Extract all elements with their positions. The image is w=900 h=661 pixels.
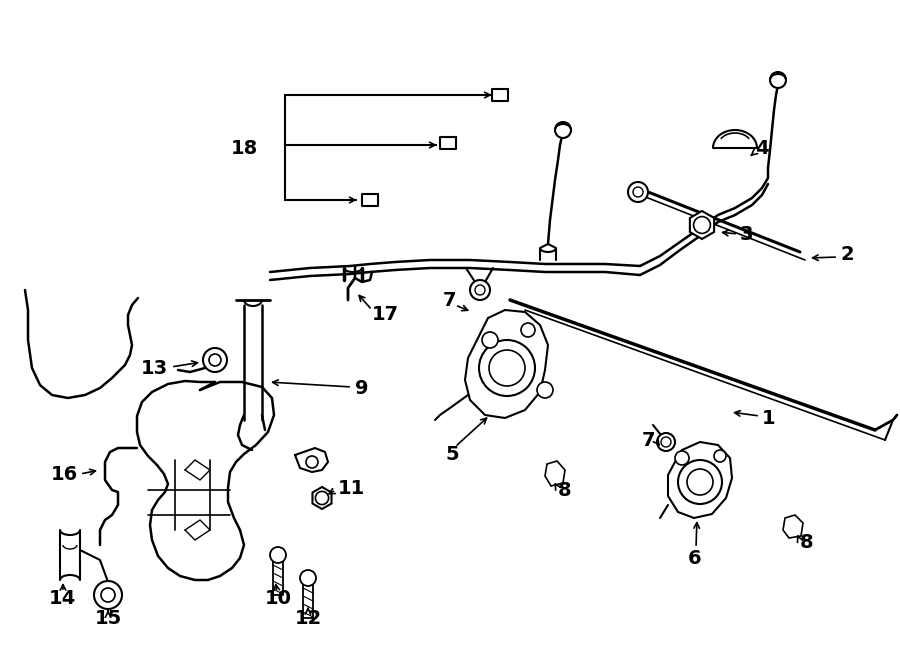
Polygon shape: [545, 461, 565, 486]
Text: 5: 5: [446, 446, 459, 465]
Circle shape: [475, 285, 485, 295]
Circle shape: [489, 350, 525, 386]
Circle shape: [628, 182, 648, 202]
Polygon shape: [690, 211, 714, 239]
Text: 13: 13: [141, 358, 168, 377]
Text: 3: 3: [740, 225, 753, 245]
Circle shape: [521, 323, 535, 337]
Text: 7: 7: [642, 430, 655, 449]
Circle shape: [714, 450, 726, 462]
Circle shape: [482, 332, 498, 348]
Circle shape: [270, 547, 286, 563]
Polygon shape: [668, 442, 732, 518]
Text: 10: 10: [265, 588, 292, 607]
Text: 15: 15: [94, 609, 122, 627]
Text: 6: 6: [688, 549, 702, 568]
Circle shape: [657, 433, 675, 451]
Circle shape: [694, 217, 710, 233]
Circle shape: [555, 122, 571, 138]
Text: 14: 14: [49, 588, 76, 607]
Circle shape: [687, 469, 713, 495]
Text: 8: 8: [800, 533, 814, 551]
Circle shape: [209, 354, 221, 366]
Circle shape: [675, 451, 689, 465]
Text: 2: 2: [840, 245, 853, 264]
Text: 4: 4: [755, 139, 769, 157]
Text: 9: 9: [355, 379, 368, 397]
Circle shape: [101, 588, 115, 602]
Text: 8: 8: [558, 481, 572, 500]
Text: 16: 16: [50, 465, 78, 485]
Circle shape: [470, 280, 490, 300]
Circle shape: [300, 570, 316, 586]
Text: 12: 12: [294, 609, 321, 627]
Text: 7: 7: [443, 290, 456, 309]
Text: 18: 18: [230, 139, 258, 157]
Text: 11: 11: [338, 479, 365, 498]
Circle shape: [633, 187, 643, 197]
Circle shape: [94, 581, 122, 609]
Circle shape: [678, 460, 722, 504]
Polygon shape: [783, 515, 803, 538]
Circle shape: [315, 491, 328, 504]
Circle shape: [306, 456, 318, 468]
Polygon shape: [312, 487, 331, 509]
Circle shape: [479, 340, 535, 396]
Circle shape: [203, 348, 227, 372]
Circle shape: [770, 72, 786, 88]
Text: 1: 1: [762, 408, 776, 428]
Circle shape: [537, 382, 553, 398]
Circle shape: [661, 437, 671, 447]
Text: 17: 17: [372, 305, 399, 325]
Polygon shape: [465, 310, 548, 418]
